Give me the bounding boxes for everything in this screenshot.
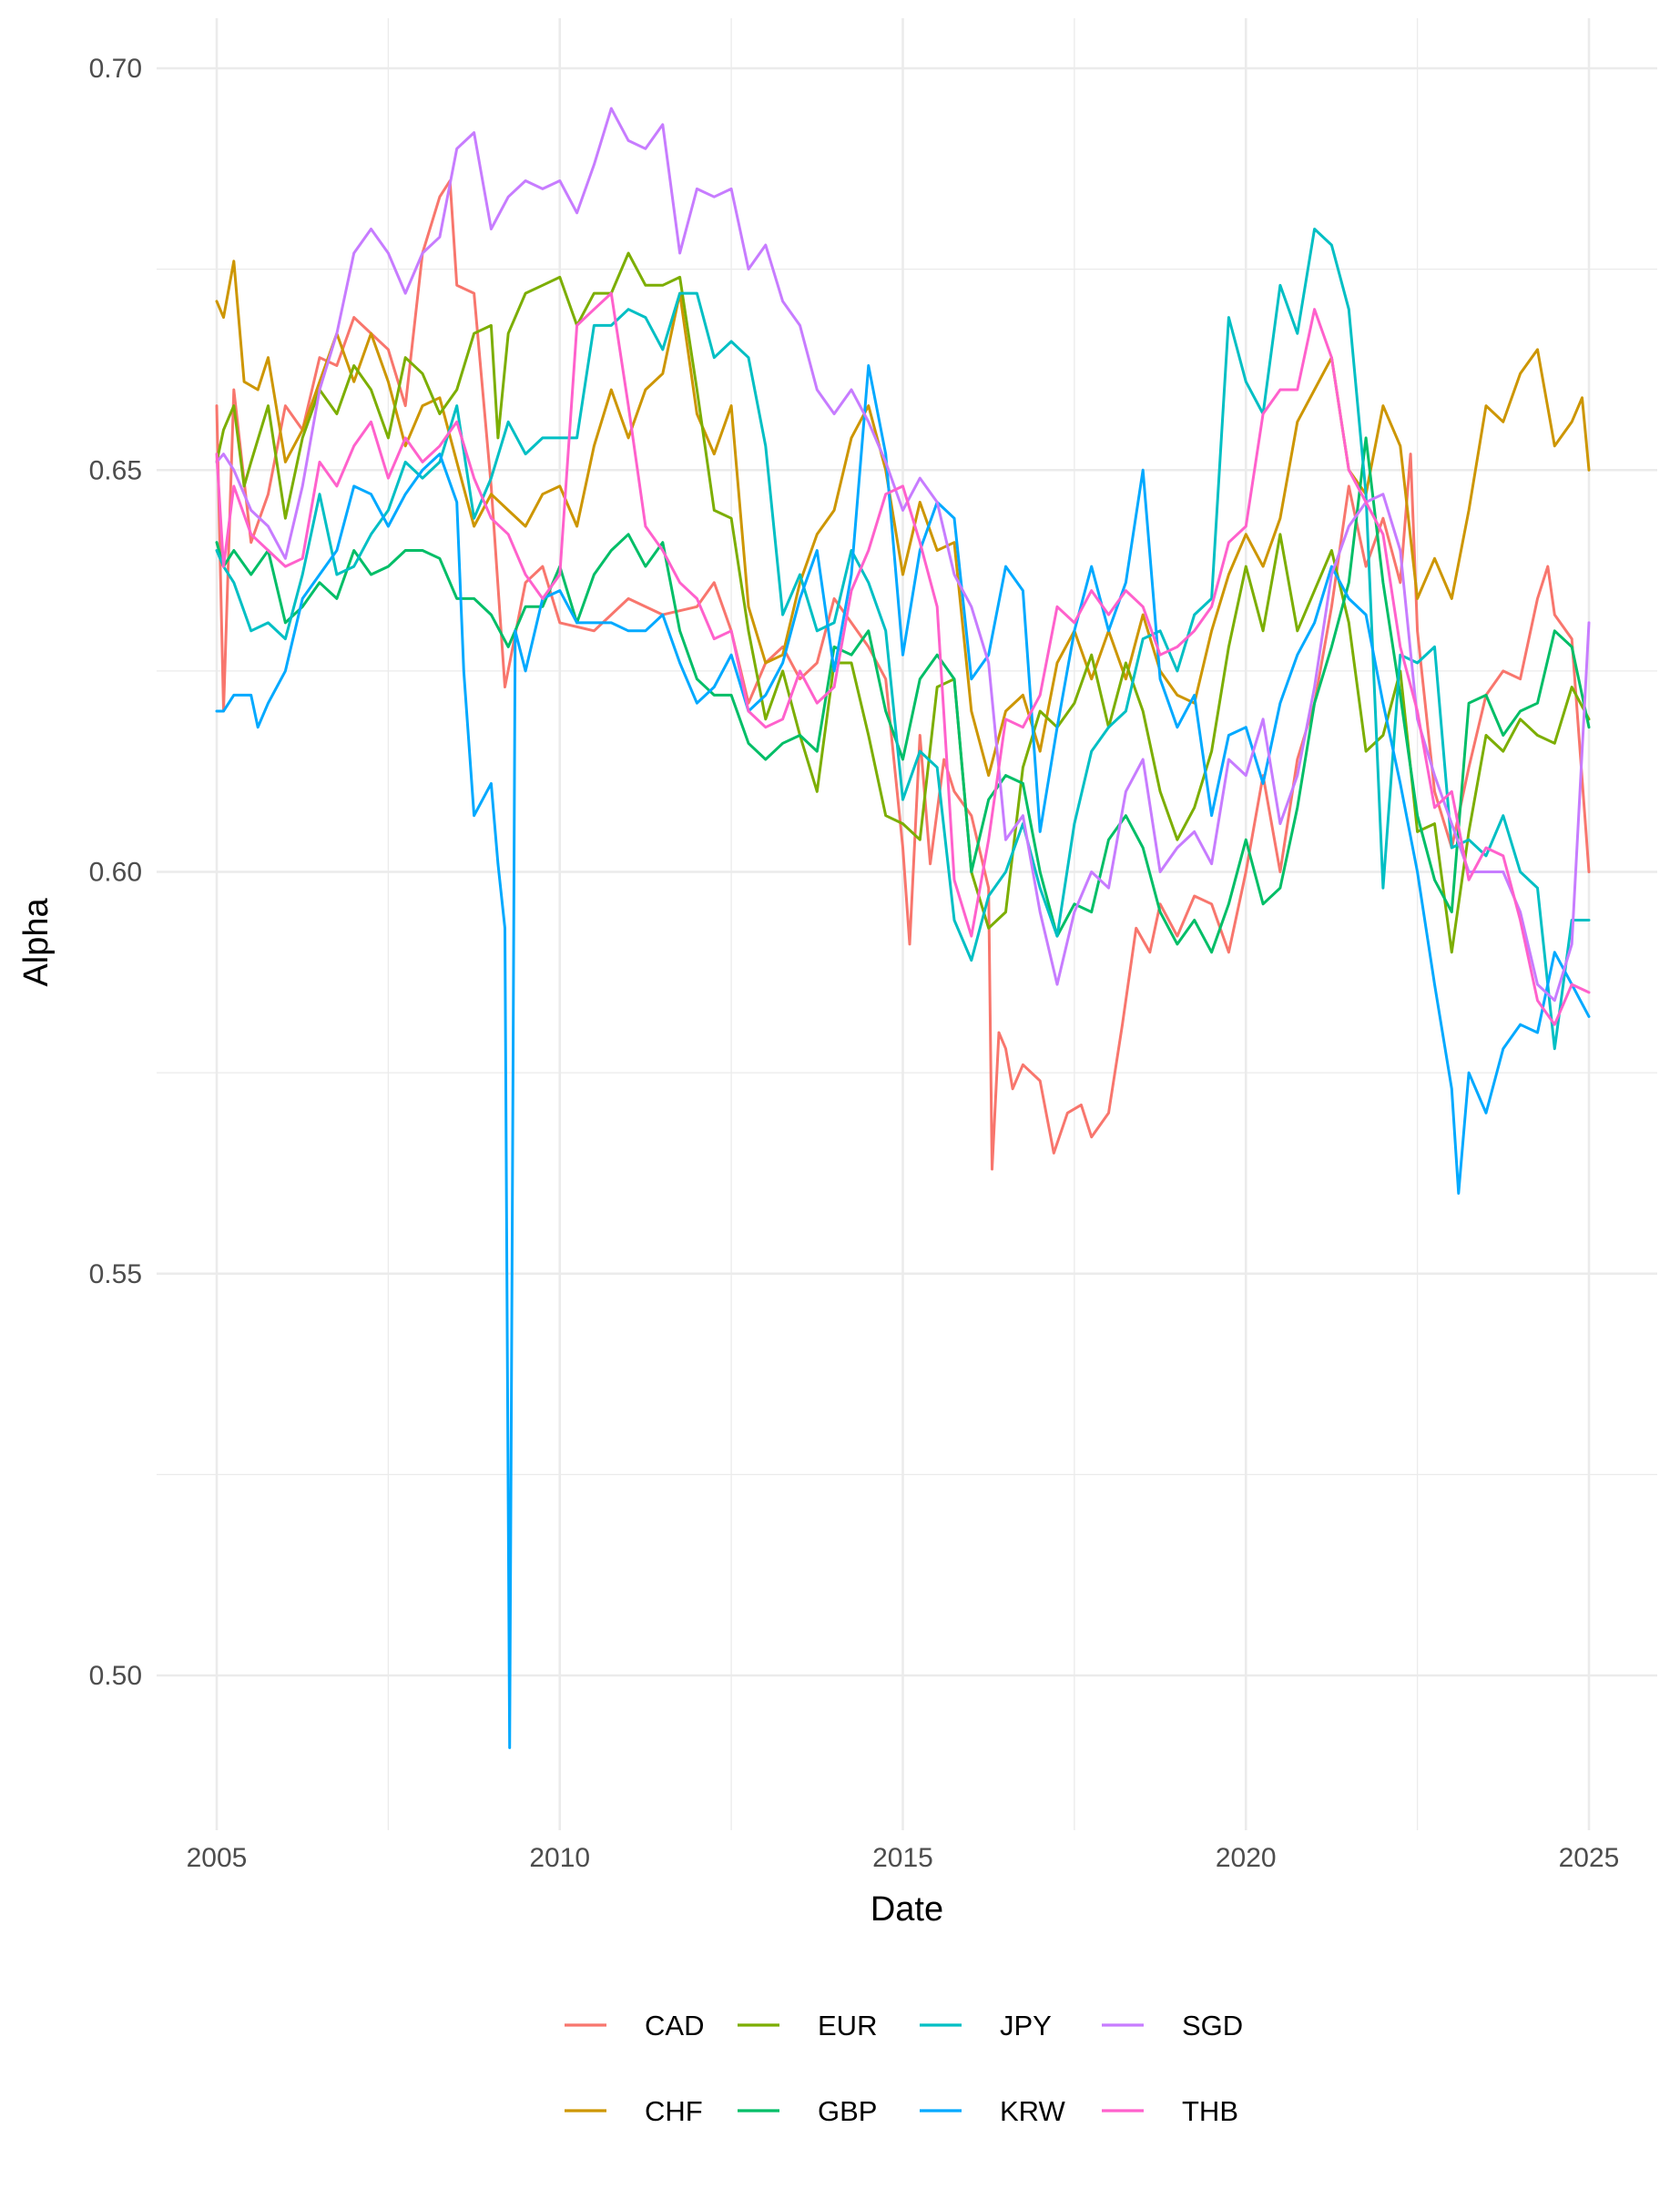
x-tick-label: 2015 [872, 1843, 933, 1873]
series-line-thb [215, 291, 1591, 1026]
y-axis-tick-labels: 0.50 0.55 0.60 0.65 0.70 [89, 54, 142, 1691]
x-tick-label: 2005 [187, 1843, 248, 1873]
legend: CAD EUR JPY SGD CHF GBP KRW THB [565, 2010, 1243, 2127]
legend-label-eur: EUR [818, 2010, 877, 2041]
series-line-krw [215, 364, 1591, 1749]
series-lines [215, 107, 1591, 1749]
x-tick-label: 2025 [1559, 1843, 1620, 1873]
legend-label-gbp: GBP [818, 2095, 877, 2127]
legend-label-chf: CHF [645, 2095, 703, 2127]
x-tick-label: 2020 [1216, 1843, 1277, 1873]
y-tick-label: 0.70 [89, 54, 142, 84]
legend-label-krw: KRW [1000, 2095, 1066, 2127]
grid-lines [157, 18, 1657, 1830]
y-tick-label: 0.55 [89, 1259, 142, 1289]
x-tick-label: 2010 [529, 1843, 590, 1873]
y-tick-label: 0.50 [89, 1661, 142, 1691]
legend-label-sgd: SGD [1182, 2010, 1243, 2041]
series-line-eur [215, 251, 1591, 954]
legend-label-cad: CAD [645, 2010, 704, 2041]
legend-label-thb: THB [1182, 2095, 1238, 2127]
x-axis-tick-labels: 2005 2010 2015 2020 2025 [187, 1843, 1620, 1873]
series-line-gbp [215, 436, 1591, 954]
series-line-chf [215, 260, 1591, 778]
y-tick-label: 0.60 [89, 858, 142, 888]
series-line-jpy [215, 228, 1591, 1051]
series-line-sgd [215, 107, 1591, 1003]
y-tick-label: 0.65 [89, 455, 142, 485]
x-axis-title: Date [871, 1890, 943, 1929]
legend-label-jpy: JPY [1000, 2010, 1052, 2041]
y-axis-title: Alpha [17, 898, 56, 987]
